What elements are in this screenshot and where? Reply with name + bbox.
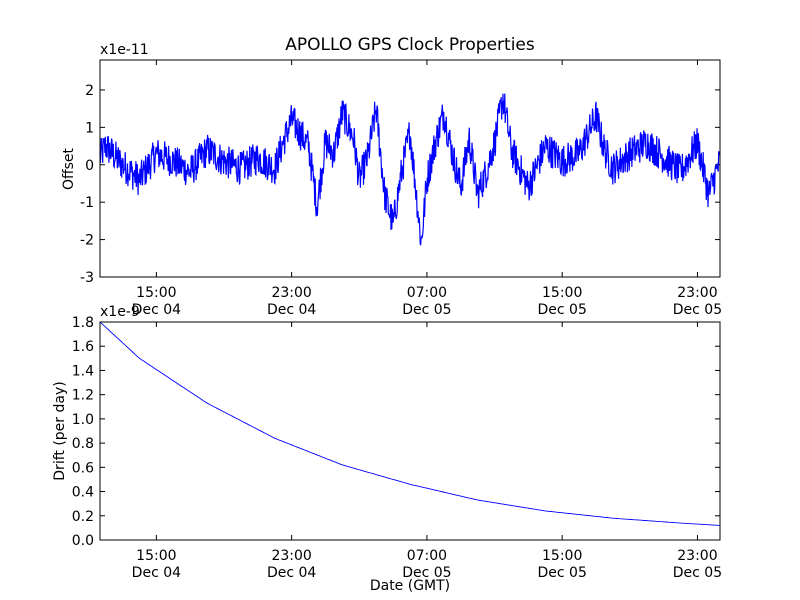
drift-scale-label: x1e-9 — [100, 304, 140, 320]
drift-xtick-date: Dec 04 — [267, 565, 316, 581]
drift-xtick-date: Dec 04 — [132, 565, 181, 581]
drift-ytick-label: 1.4 — [72, 363, 94, 379]
x-axis-label: Date (GMT) — [370, 578, 450, 594]
drift-xtick-date: Dec 05 — [673, 565, 722, 581]
drift-ytick-label: 0.2 — [72, 509, 94, 525]
figure-title: APOLLO GPS Clock Properties — [285, 35, 535, 55]
drift-line-layer — [99, 321, 721, 526]
offset-xtick-time: 23:00 — [271, 285, 311, 301]
drift-plot-frame — [99, 321, 721, 541]
offset-ytick-label: -1 — [80, 195, 94, 211]
offset-ytick-label: 0 — [85, 158, 94, 174]
offset-ytick-label: -2 — [80, 233, 94, 249]
offset-xtick-date: Dec 05 — [538, 302, 587, 318]
offset-xtick-time: 23:00 — [677, 285, 717, 301]
drift-ytick-label: 1.6 — [72, 339, 94, 355]
drift-ytick-label: 0.0 — [72, 533, 94, 549]
offset-xtick-date: Dec 04 — [267, 302, 316, 318]
offset-series-line — [99, 93, 721, 246]
drift-ytick-label: 1.8 — [72, 315, 94, 331]
drift-ytick-label: 0.6 — [72, 460, 94, 476]
offset-xtick-date: Dec 05 — [673, 302, 722, 318]
offset-xtick-time: 15:00 — [136, 285, 176, 301]
drift-xtick-time: 23:00 — [271, 548, 311, 564]
drift-xtick-date: Dec 05 — [402, 565, 451, 581]
offset-xtick-time: 15:00 — [542, 285, 582, 301]
offset-scale-label: x1e-11 — [100, 42, 149, 58]
drift-ytick-label: 0.4 — [72, 485, 94, 501]
drift-series-line — [99, 321, 721, 526]
drift-xtick-time: 15:00 — [542, 548, 582, 564]
drift-ytick-label: 1.2 — [72, 388, 94, 404]
offset-plot-frame — [99, 59, 721, 278]
offset-ytick-label: -3 — [80, 270, 94, 286]
offset-ytick-label: 2 — [85, 83, 94, 99]
offset-line-layer — [99, 93, 721, 246]
offset-ytick-label: 1 — [85, 120, 94, 136]
offset-xtick-time: 07:00 — [407, 285, 447, 301]
offset-xtick-date: Dec 04 — [132, 302, 181, 318]
drift-xtick-date: Dec 05 — [538, 565, 587, 581]
drift-y-axis-label: Drift (per day) — [52, 381, 68, 480]
offset-xtick-date: Dec 05 — [402, 302, 451, 318]
drift-xtick-time: 23:00 — [677, 548, 717, 564]
drift-xtick-time: 15:00 — [136, 548, 176, 564]
offset-y-axis-label: Offset — [61, 147, 77, 190]
drift-xtick-time: 07:00 — [407, 548, 447, 564]
drift-ytick-label: 0.8 — [72, 436, 94, 452]
drift-ytick-label: 1.0 — [72, 412, 94, 428]
